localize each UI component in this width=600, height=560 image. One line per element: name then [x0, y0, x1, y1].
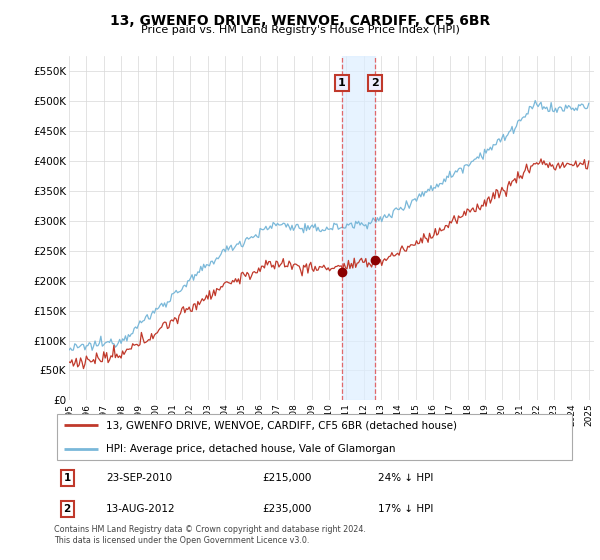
- Text: 13-AUG-2012: 13-AUG-2012: [106, 504, 176, 514]
- Text: £235,000: £235,000: [263, 504, 312, 514]
- Text: 17% ↓ HPI: 17% ↓ HPI: [377, 504, 433, 514]
- Text: £215,000: £215,000: [263, 473, 312, 483]
- Text: 2: 2: [371, 78, 379, 88]
- Text: 23-SEP-2010: 23-SEP-2010: [106, 473, 172, 483]
- Text: HPI: Average price, detached house, Vale of Glamorgan: HPI: Average price, detached house, Vale…: [106, 445, 396, 454]
- Text: 13, GWENFO DRIVE, WENVOE, CARDIFF, CF5 6BR: 13, GWENFO DRIVE, WENVOE, CARDIFF, CF5 6…: [110, 14, 490, 28]
- Text: 1: 1: [64, 473, 71, 483]
- Text: Contains HM Land Registry data © Crown copyright and database right 2024.
This d: Contains HM Land Registry data © Crown c…: [54, 525, 366, 545]
- Text: Price paid vs. HM Land Registry's House Price Index (HPI): Price paid vs. HM Land Registry's House …: [140, 25, 460, 35]
- Text: 13, GWENFO DRIVE, WENVOE, CARDIFF, CF5 6BR (detached house): 13, GWENFO DRIVE, WENVOE, CARDIFF, CF5 6…: [106, 420, 457, 430]
- Bar: [342, 56, 375, 400]
- Text: 2: 2: [64, 504, 71, 514]
- FancyBboxPatch shape: [56, 414, 572, 460]
- Text: 1: 1: [338, 78, 346, 88]
- Text: 24% ↓ HPI: 24% ↓ HPI: [377, 473, 433, 483]
